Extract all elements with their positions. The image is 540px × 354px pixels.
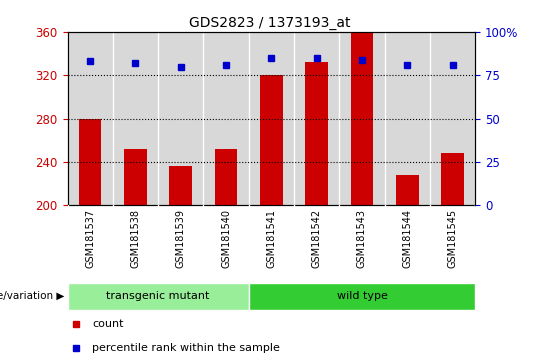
Bar [260,75,282,205]
Bar [350,32,373,205]
Bar [339,32,384,205]
Text: genotype/variation ▶: genotype/variation ▶ [0,291,65,302]
Text: GSM181545: GSM181545 [448,209,457,268]
Text: percentile rank within the sample: percentile rank within the sample [92,343,280,353]
Text: count: count [92,319,124,329]
Text: GDS2823 / 1373193_at: GDS2823 / 1373193_at [189,16,351,30]
Text: GSM181544: GSM181544 [402,209,412,268]
Text: GSM181537: GSM181537 [85,209,95,268]
Bar [158,32,204,205]
Bar [68,283,249,310]
Text: GSM181540: GSM181540 [221,209,231,268]
Bar [441,153,464,205]
Bar [305,62,328,205]
Bar [113,32,158,205]
Bar [430,32,475,205]
Bar [396,175,418,205]
Bar [124,149,147,205]
Text: GSM181538: GSM181538 [131,209,140,268]
Bar [79,119,102,205]
Bar [68,32,113,205]
Bar [215,149,238,205]
Text: GSM181543: GSM181543 [357,209,367,268]
Text: wild type: wild type [336,291,387,302]
Text: transgenic mutant: transgenic mutant [106,291,210,302]
Bar [170,166,192,205]
Text: GSM181541: GSM181541 [266,209,276,268]
Text: GSM181539: GSM181539 [176,209,186,268]
Bar [294,32,339,205]
Text: GSM181542: GSM181542 [312,209,322,268]
Bar [204,32,249,205]
Bar [384,32,430,205]
Bar [249,283,475,310]
Bar [249,32,294,205]
